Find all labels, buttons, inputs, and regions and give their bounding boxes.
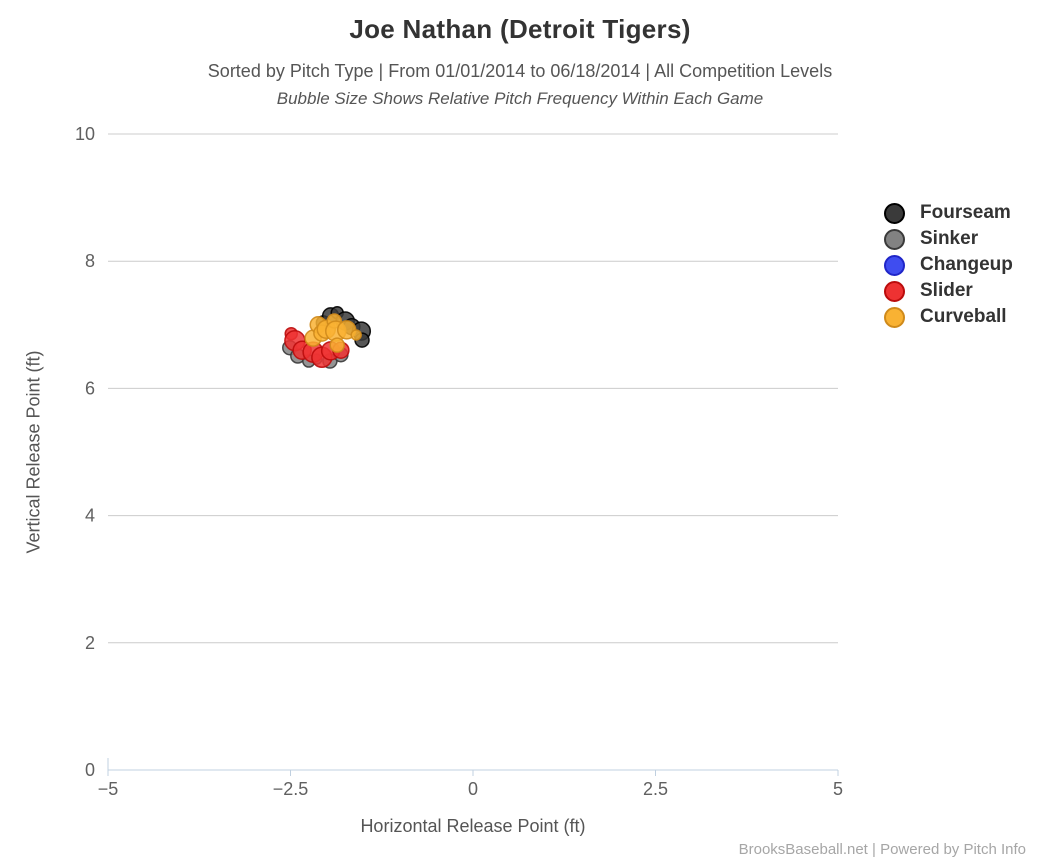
legend-label-slider: Slider: [920, 280, 973, 301]
y-tick-label: 2: [85, 633, 95, 653]
y-tick-label: 6: [85, 378, 95, 398]
x-tick-label: −2.5: [273, 779, 309, 799]
legend-swatch-fourseam-icon: [884, 202, 905, 224]
legend-item-slider[interactable]: Slider: [884, 278, 1013, 304]
bubble-curveball[interactable]: [350, 329, 362, 341]
bubble-curveball[interactable]: [329, 337, 345, 353]
footer-credit: BrooksBaseball.net | Powered by Pitch In…: [738, 841, 1026, 858]
x-tick-label: 5: [833, 779, 843, 799]
legend: Fourseam Sinker Changeup Slider Curveball: [884, 200, 1013, 330]
legend-swatch-curveball-icon: [884, 306, 905, 328]
chart-note: Bubble Size Shows Relative Pitch Frequen…: [276, 89, 764, 108]
x-axis-title: Horizontal Release Point (ft): [360, 816, 586, 836]
x-tick-label: 2.5: [643, 779, 668, 799]
chart-title: Joe Nathan (Detroit Tigers): [349, 14, 691, 44]
legend-label-changeup: Changeup: [920, 254, 1013, 275]
legend-item-curveball[interactable]: Curveball: [884, 304, 1013, 330]
legend-label-curveball: Curveball: [920, 306, 1007, 327]
legend-item-sinker[interactable]: Sinker: [884, 226, 1013, 252]
legend-swatch-slider-icon: [884, 280, 905, 302]
legend-label-sinker: Sinker: [920, 228, 979, 249]
y-tick-label: 0: [85, 760, 95, 780]
legend-item-fourseam[interactable]: Fourseam: [884, 200, 1013, 226]
legend-swatch-sinker-icon: [884, 228, 905, 250]
x-axis-line: [107, 758, 838, 771]
legend-swatch-changeup-icon: [884, 254, 905, 276]
y-tick-label: 4: [85, 506, 95, 526]
legend-label-fourseam: Fourseam: [920, 202, 1011, 223]
y-tick-label: 10: [75, 124, 95, 144]
y-tick-label: 8: [85, 251, 95, 271]
x-tick-label: −5: [98, 779, 119, 799]
chart-subtitle: Sorted by Pitch Type | From 01/01/2014 t…: [207, 61, 833, 81]
y-axis-title: Vertical Release Point (ft): [23, 350, 44, 554]
x-tick-label: 0: [468, 779, 478, 799]
legend-item-changeup[interactable]: Changeup: [884, 252, 1013, 278]
